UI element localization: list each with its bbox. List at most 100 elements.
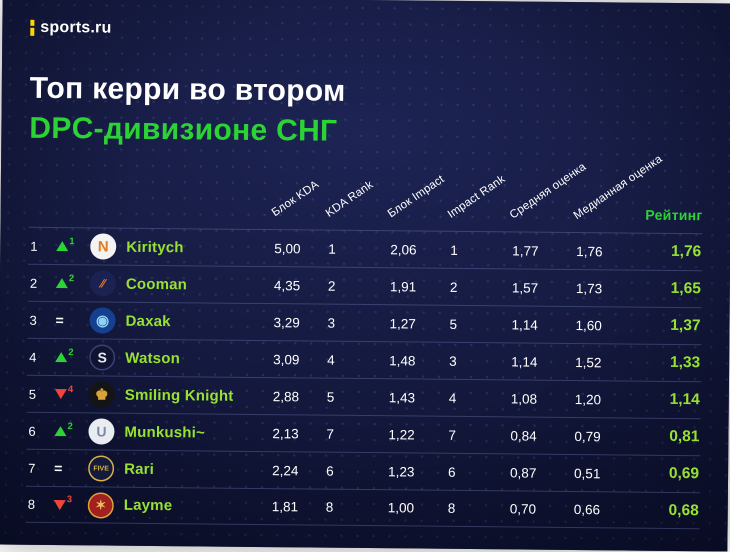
kda-value: 2,13 [272, 425, 299, 441]
table-row: 2 2 ∕∕ Cooman 4,35 2 1,91 2 1,57 1,73 1,… [27, 263, 703, 308]
table-row: 8 3 ✶ Layme 1,81 8 1,00 8 0,70 0,66 0,68 [25, 485, 700, 530]
median-score-value: 1,20 [574, 391, 602, 407]
table-header-strip: Блок KDA KDA Rank Блок Impact Impact Ran… [28, 147, 703, 233]
avg-score-value: 0,87 [510, 464, 537, 481]
table-row: 1 1 N Kiritych 5,00 1 2,06 1 1,77 1,76 1… [28, 226, 703, 271]
kda-rank-value: 5 [326, 389, 335, 405]
kda-value: 2,88 [272, 388, 300, 404]
kda-rank-value: 4 [327, 352, 335, 368]
median-score-value: 1,52 [575, 354, 602, 370]
rating-value: 1,37 [670, 316, 701, 335]
impact-value: 1,22 [388, 426, 415, 442]
movement-indicator: 1 [54, 236, 90, 252]
player-name: Kiritych [126, 238, 184, 256]
avg-score-value: 1,08 [510, 390, 538, 407]
impact-value: 1,48 [389, 352, 416, 368]
team-logo: ✶ [87, 491, 114, 519]
avg-score-value: 1,14 [511, 353, 538, 370]
column-header-impact-rank: Impact Rank [445, 173, 508, 221]
column-header-kda-rank: KDA Rank [323, 178, 376, 220]
kda-value: 1,81 [271, 499, 299, 515]
impact-value: 1,43 [388, 389, 416, 405]
place-number: 4 [29, 349, 37, 365]
team-logo: U [88, 418, 115, 445]
movement-indicator: 2 [52, 421, 88, 437]
impact-rank-value: 4 [448, 390, 457, 406]
impact-rank-value: 3 [449, 353, 457, 369]
avg-score-value: 0,70 [509, 501, 537, 517]
impact-rank-value: 7 [448, 427, 457, 443]
table-row: 4 2 S Watson 3,09 4 1,48 3 1,14 1,52 1,3… [27, 337, 702, 382]
median-score-value: 1,60 [575, 317, 602, 333]
avg-score-value: 1,77 [512, 242, 539, 259]
table-row: 7 = FIVE Rari 2,24 6 1,23 6 0,87 0,51 0,… [25, 448, 701, 493]
rating-value: 1,33 [669, 353, 701, 372]
table-row: 3 = ◉ Daxak 3,29 3 1,27 5 1,14 1,60 1,37 [27, 300, 702, 345]
column-header-impact: Блок Impact [385, 173, 447, 221]
sports-ru-logo: sports.ru [30, 19, 112, 38]
kda-rank-value: 1 [328, 241, 336, 257]
player-name: Watson [125, 349, 181, 367]
player-name: Smiling Knight [124, 386, 234, 405]
movement-delta: 2 [67, 420, 73, 432]
kda-value: 2,24 [272, 462, 299, 478]
impact-rank-value: 8 [447, 500, 456, 516]
kda-rank-value: 3 [327, 315, 336, 331]
movement-delta: 2 [68, 346, 74, 358]
movement-indicator: = [54, 460, 63, 477]
impact-rank-value: 1 [450, 242, 458, 258]
up-triangle-icon [55, 278, 68, 289]
rating-value: 0,69 [668, 464, 700, 483]
rating-value: 1,65 [670, 279, 701, 298]
place-number: 7 [28, 460, 36, 476]
movement-indicator: 3 [52, 494, 88, 510]
rating-value: 0,81 [669, 427, 700, 446]
player-name: Munkushi~ [124, 423, 206, 441]
kda-rank-value: 6 [326, 463, 334, 479]
title-line-1: Топ керри во втором [29, 71, 346, 108]
movement-indicator: 2 [54, 273, 90, 289]
team-logo: ∕∕ [89, 270, 117, 297]
median-score-value: 0,66 [573, 502, 601, 518]
player-name: Rari [124, 460, 155, 478]
movement-delta: 4 [67, 383, 74, 395]
up-triangle-icon [54, 426, 67, 437]
movement-delta: 3 [66, 494, 73, 506]
impact-rank-value: 5 [449, 316, 458, 332]
logo-bar-icon [30, 19, 35, 36]
place-number: 2 [29, 275, 38, 291]
impact-value: 1,00 [387, 500, 415, 516]
rating-value: 1,76 [670, 242, 702, 261]
kda-value: 3,09 [273, 351, 300, 367]
player-name: Cooman [125, 275, 188, 293]
table-row: 6 2 U Munkushi~ 2,13 7 1,22 7 0,84 0,79 … [26, 411, 701, 456]
place-number: 3 [29, 312, 37, 328]
rating-value: 0,68 [668, 501, 699, 519]
team-logo: N [90, 233, 117, 260]
movement-indicator: 4 [53, 384, 89, 400]
avg-score-value: 1,57 [511, 279, 539, 296]
impact-value: 1,91 [389, 278, 417, 294]
avg-score-value: 0,84 [510, 427, 537, 444]
table-body: 1 1 N Kiritych 5,00 1 2,06 1 1,77 1,76 1… [25, 226, 703, 530]
kda-value: 4,35 [273, 277, 301, 293]
median-score-value: 1,73 [575, 280, 603, 296]
column-header-kda: Блок KDA [269, 178, 322, 220]
place-number: 6 [28, 423, 36, 439]
movement-delta: 1 [69, 235, 75, 247]
page-title: Топ керри во втором DPC-дивизионе СНГ [29, 69, 346, 152]
team-logo: FIVE [87, 455, 115, 482]
impact-value: 1,23 [388, 463, 415, 479]
kda-rank-value: 2 [327, 278, 336, 294]
place-number: 1 [30, 238, 38, 254]
kda-rank-value: 8 [325, 499, 334, 515]
movement-delta: 2 [68, 272, 75, 284]
team-logo: ◉ [89, 307, 116, 334]
table-row: 5 4 ♚ Smiling Knight 2,88 5 1,43 4 1,08 … [26, 374, 701, 419]
movement-indicator: 2 [53, 347, 89, 363]
kda-value: 5,00 [274, 240, 301, 256]
median-score-value: 0,51 [574, 465, 601, 481]
kda-rank-value: 7 [326, 426, 335, 442]
median-score-value: 0,79 [574, 428, 601, 444]
